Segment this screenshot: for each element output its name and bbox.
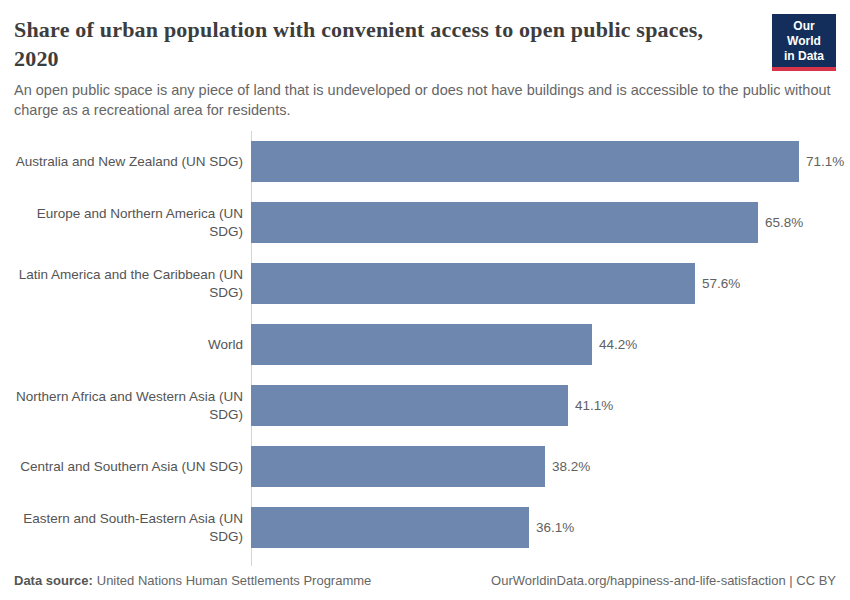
- bar-track: 65.8%: [251, 202, 836, 243]
- logo-text-line2: in Data: [776, 49, 832, 64]
- bar-track: 36.1%: [251, 507, 836, 548]
- category-label: World: [14, 336, 251, 353]
- bar[interactable]: [251, 202, 758, 243]
- category-label: Eastern and South-Eastern Asia (UN SDG): [14, 510, 251, 545]
- chart-row: Central and Southern Asia (UN SDG) 38.2%: [14, 436, 836, 497]
- bar[interactable]: [251, 385, 568, 426]
- chart-header: Share of urban population with convenien…: [14, 14, 836, 120]
- bar-track: 71.1%: [251, 141, 844, 182]
- category-label: Northern Africa and Western Asia (UN SDG…: [14, 388, 251, 423]
- chart-rows: Australia and New Zealand (UN SDG)71.1%E…: [14, 131, 836, 558]
- category-label: Central and Southern Asia (UN SDG): [14, 458, 251, 475]
- chart-row: Australia and New Zealand (UN SDG)71.1%: [14, 131, 836, 192]
- chart-row: Eastern and South-Eastern Asia (UN SDG) 3…: [14, 497, 836, 558]
- bar-track: 41.1%: [251, 385, 836, 426]
- bar[interactable]: [251, 263, 695, 304]
- chart-title: Share of urban population with convenien…: [14, 16, 704, 73]
- bar-chart: Australia and New Zealand (UN SDG)71.1%E…: [14, 131, 836, 566]
- chart-row: Latin America and the Caribbean (UN SDG)…: [14, 253, 836, 314]
- chart-row: World 44.2%: [14, 314, 836, 375]
- data-source: Data source: United Nations Human Settlem…: [14, 573, 371, 588]
- value-label: 71.1%: [806, 154, 844, 169]
- category-label: Europe and Northern America (UN SDG): [14, 205, 251, 240]
- chart-row: Northern Africa and Western Asia (UN SDG…: [14, 375, 836, 436]
- value-label: 41.1%: [575, 398, 613, 413]
- category-label: Latin America and the Caribbean (UN SDG): [14, 266, 251, 301]
- bar-track: 57.6%: [251, 263, 836, 304]
- value-label: 65.8%: [765, 215, 803, 230]
- value-label: 57.6%: [702, 276, 740, 291]
- data-source-label: Data source:: [14, 573, 93, 588]
- bar-track: 38.2%: [251, 446, 836, 487]
- chart-subtitle: An open public space is any piece of lan…: [14, 81, 832, 120]
- title-row: Share of urban population with convenien…: [14, 14, 836, 73]
- data-source-text: United Nations Human Settlements Program…: [97, 573, 372, 588]
- bar[interactable]: [251, 446, 545, 487]
- chart-page: Share of urban population with convenien…: [0, 0, 850, 600]
- bar[interactable]: [251, 507, 529, 548]
- bar-track: 44.2%: [251, 324, 836, 365]
- logo-text-line1: Our World: [776, 19, 832, 49]
- chart-footer: Data source: United Nations Human Settlem…: [14, 573, 836, 588]
- footer-link[interactable]: OurWorldinData.org/happiness-and-life-sa…: [491, 573, 836, 588]
- value-label: 36.1%: [536, 520, 574, 535]
- value-label: 44.2%: [599, 337, 637, 352]
- bar[interactable]: [251, 141, 799, 182]
- category-label: Australia and New Zealand (UN SDG): [14, 153, 251, 170]
- bar[interactable]: [251, 324, 592, 365]
- value-label: 38.2%: [552, 459, 590, 474]
- chart-row: Europe and Northern America (UN SDG) 65.8…: [14, 192, 836, 253]
- owid-logo: Our World in Data: [772, 14, 836, 71]
